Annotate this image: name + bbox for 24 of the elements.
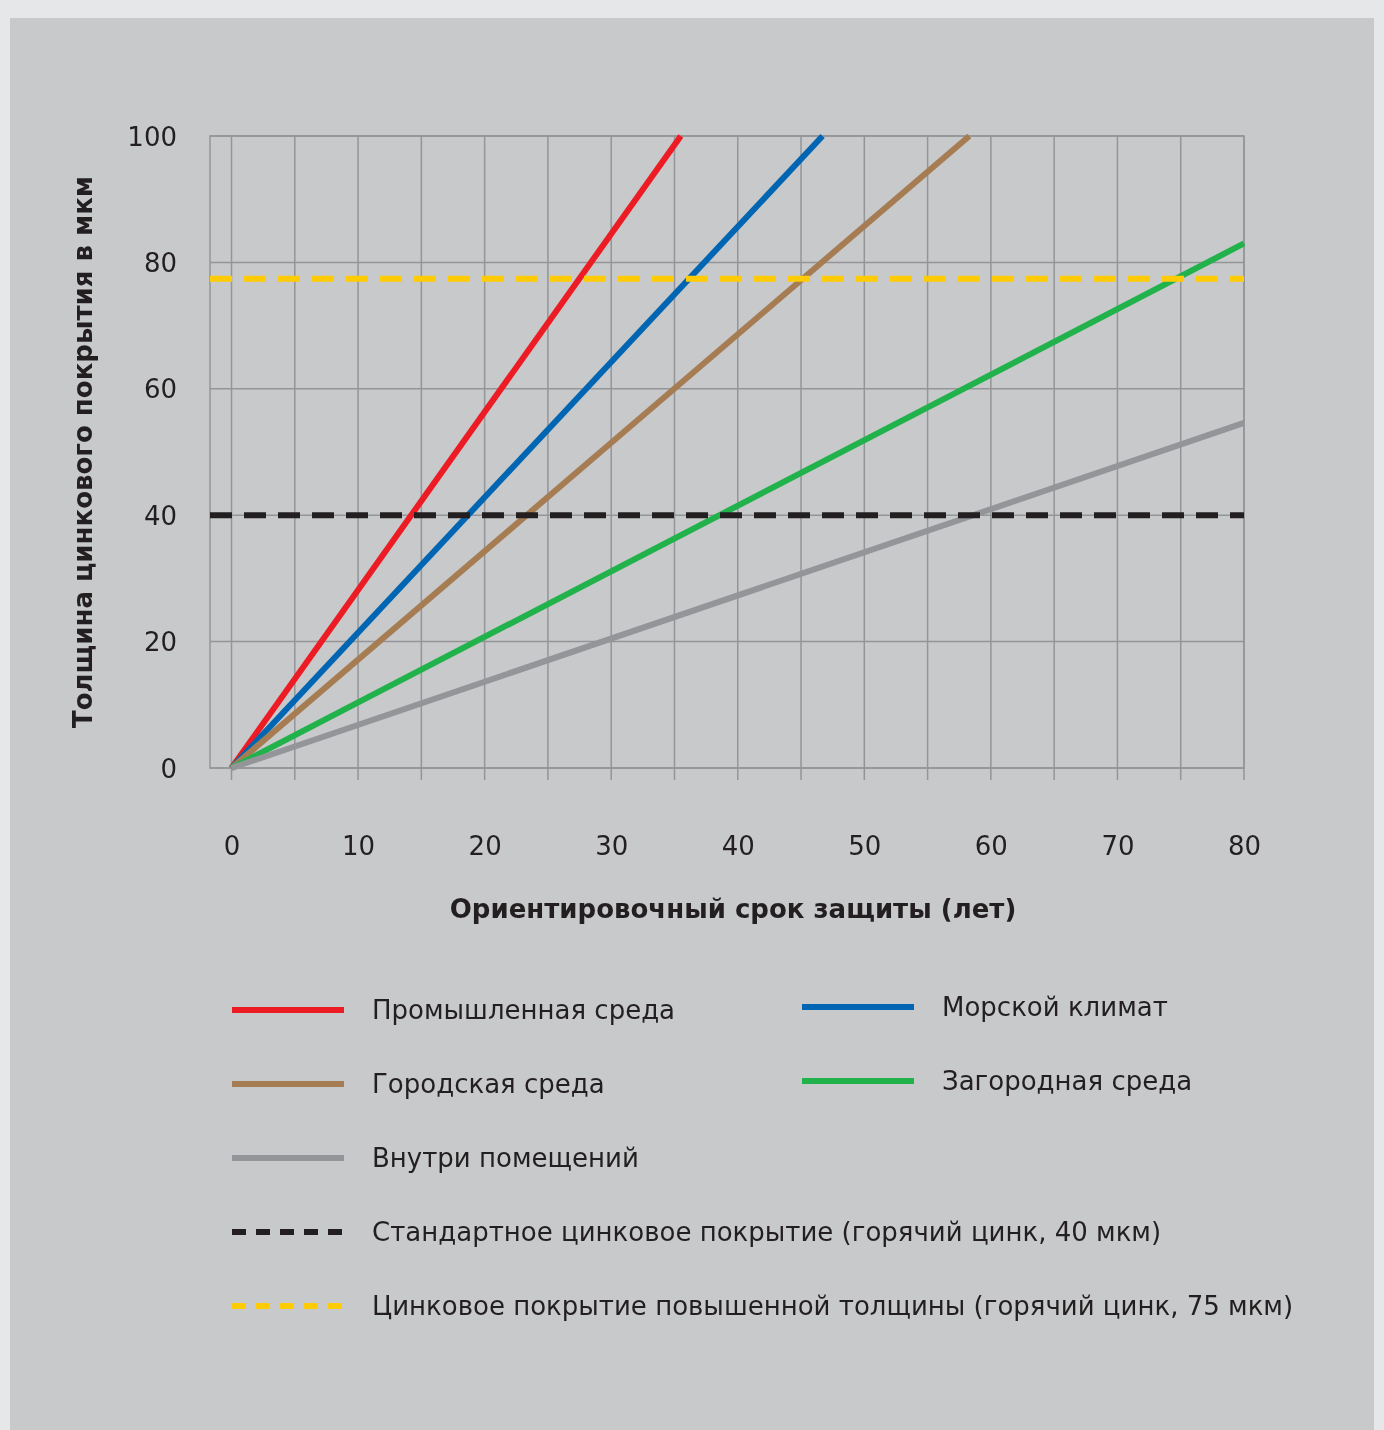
x-tick-label: 10 xyxy=(342,831,376,862)
x-tick-label: 30 xyxy=(595,831,629,862)
x-tick-label: 60 xyxy=(974,831,1008,862)
x-tick-label: 40 xyxy=(721,831,755,862)
y-tick-label: 100 xyxy=(127,121,177,152)
y-tick-label: 20 xyxy=(143,627,177,658)
legend-label: Загородная среда xyxy=(942,1066,1193,1097)
x-tick-label: 50 xyxy=(848,831,882,862)
legend-label: Стандартное цинковое покрытие (горячий цинк, 40 мкм) xyxy=(372,1217,1162,1248)
legend-label: Морской климат xyxy=(942,992,1168,1023)
x-tick-label: 0 xyxy=(223,831,241,862)
x-tick-label: 20 xyxy=(468,831,502,862)
y-tick-label: 60 xyxy=(143,374,177,405)
legend-label: Цинковое покрытие повышенной толщины (горячий цинк, 75 мкм) xyxy=(372,1291,1294,1322)
y-tick-label: 80 xyxy=(143,248,177,278)
legend-label: Внутри помещений xyxy=(372,1143,639,1174)
y-tick-label: 0 xyxy=(160,753,177,784)
legend-label: Городская среда xyxy=(372,1069,605,1100)
x-tick-label: 70 xyxy=(1101,831,1135,862)
x-axis-title: Ориентировочный срок защиты (лет) xyxy=(449,894,1017,924)
y-tick-label: 40 xyxy=(143,500,177,531)
x-tick-label: 80 xyxy=(1227,831,1262,862)
y-axis-title: Толщина цинкового покрытия в мкм xyxy=(68,175,98,729)
legend-label: Промышленная среда xyxy=(372,995,676,1026)
